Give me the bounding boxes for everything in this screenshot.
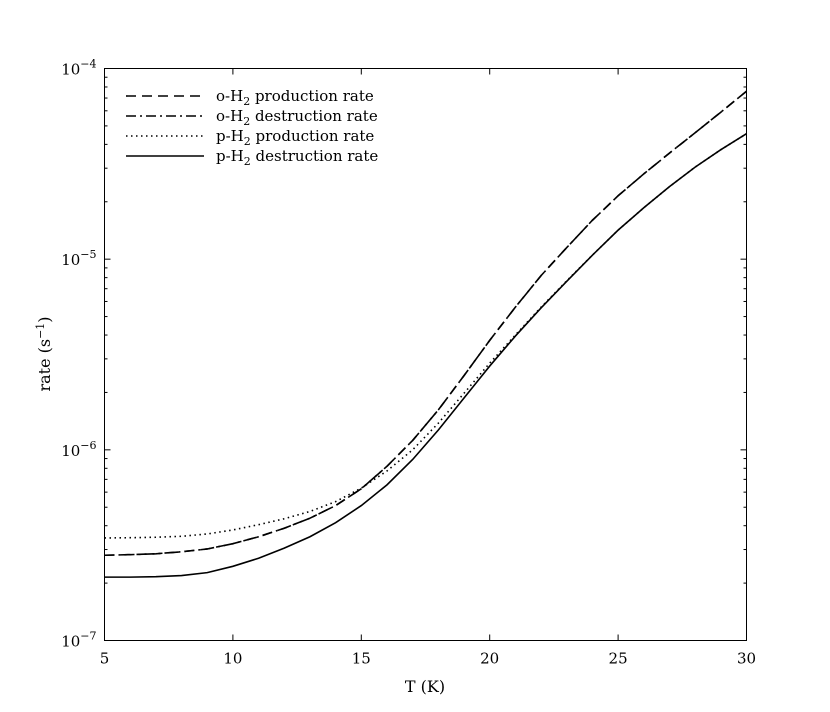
x-tick-label: 10: [223, 650, 242, 668]
legend-label-4: p-H2 destruction rate: [216, 147, 378, 168]
y-axis-label-exponent: −1: [34, 323, 47, 339]
y-tick-label: 10−6: [61, 439, 96, 460]
x-axis-label: T (K): [405, 677, 445, 696]
y-axis-label-end: ): [35, 316, 54, 322]
x-tick-label: 20: [480, 650, 499, 668]
y-tick-label: 10−5: [61, 248, 96, 269]
legend-label-3: p-H2 production rate: [216, 127, 374, 148]
ticks-layer: 5 10 15 20 25 30 10−7 10−6 10−5 10−4: [61, 58, 756, 668]
legend-label-2: o-H2 destruction rate: [216, 107, 378, 128]
legend-label-1: o-H2 production rate: [216, 87, 374, 108]
y-tick-label: 10−7: [61, 630, 96, 651]
x-tick-label: 25: [609, 650, 628, 668]
y-tick-label: 10−4: [61, 58, 96, 79]
series-layer: [104, 90, 748, 578]
y-axis-label-main: rate (s: [35, 339, 54, 392]
y-axis-label: rate (s−1): [34, 316, 54, 391]
series-line-2: [104, 90, 748, 557]
plot-frame: [104, 68, 747, 641]
x-tick-label: 5: [100, 650, 110, 668]
x-tick-label: 15: [352, 650, 371, 668]
x-tick-label: 30: [737, 650, 756, 668]
series-line-4: [104, 133, 747, 578]
